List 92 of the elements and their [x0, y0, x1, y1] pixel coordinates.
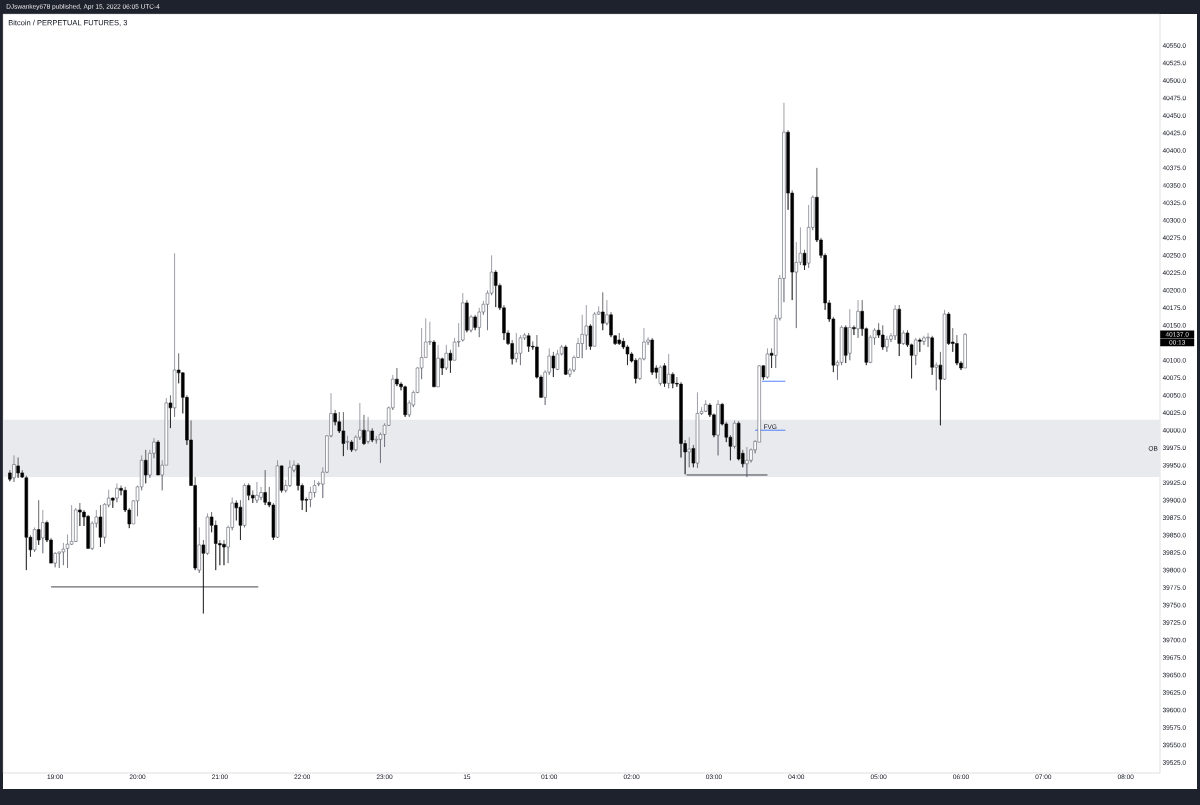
candlestick [111, 497, 115, 509]
candlestick [362, 414, 366, 446]
candlestick [197, 527, 201, 574]
candlestick [168, 394, 173, 429]
candlestick [201, 539, 206, 614]
candlestick [802, 249, 807, 271]
candlestick [934, 362, 938, 391]
candlestick [942, 309, 947, 381]
candlestick [349, 439, 354, 453]
candlestick [551, 351, 556, 378]
candlestick [518, 334, 523, 366]
candlestick [922, 335, 926, 346]
candlestick [16, 457, 20, 479]
candlestick [918, 337, 922, 353]
candlestick [662, 362, 667, 388]
candlestick [844, 324, 848, 364]
candlestick [461, 292, 465, 342]
candlestick [86, 514, 90, 549]
candlestick [279, 464, 284, 493]
candlestick [514, 332, 519, 363]
candlestick [74, 507, 78, 543]
candlestick [555, 349, 560, 371]
candlestick [242, 483, 247, 528]
candlestick [469, 314, 473, 333]
candlestick [658, 364, 663, 386]
candlestick [246, 483, 251, 501]
candlestick [901, 329, 906, 346]
candlestick [765, 348, 770, 379]
candlestick [448, 349, 453, 374]
candlestick [704, 399, 708, 413]
candlestick [650, 337, 654, 376]
candlestick [687, 436, 691, 468]
candlestick [856, 299, 860, 339]
candlestick [938, 351, 943, 426]
candlestick [205, 513, 210, 556]
candlestick [963, 332, 967, 369]
candlestick [12, 455, 16, 483]
candlestick [745, 446, 749, 478]
candlestick [885, 335, 889, 353]
candlestick [716, 399, 720, 456]
candlestick [395, 367, 399, 387]
candlestick [144, 449, 148, 484]
candlestick [695, 392, 700, 469]
candlestick [41, 509, 45, 554]
candlestick [156, 439, 160, 476]
candlestick [666, 353, 671, 389]
candlestick [526, 332, 531, 353]
candlestick [588, 323, 593, 351]
candlestick [115, 483, 119, 503]
candlestick [926, 332, 930, 348]
candlestick [444, 344, 449, 371]
candlestick [914, 337, 918, 366]
candlestick [605, 299, 609, 326]
candlestick [432, 339, 436, 388]
candlestick [930, 335, 934, 376]
candlestick [893, 304, 897, 341]
candlestick [172, 252, 177, 418]
candlestick [881, 324, 885, 351]
candlestick [732, 420, 737, 449]
candlestick [769, 348, 774, 369]
candlestick [403, 385, 407, 418]
candlestick [32, 527, 37, 553]
candlestick [494, 269, 498, 308]
candlestick [370, 427, 374, 443]
candlestick [36, 499, 41, 546]
candlestick [564, 344, 568, 376]
candlestick [897, 304, 901, 357]
candlestick [98, 504, 103, 548]
candlestick [238, 499, 243, 541]
candlestick [671, 371, 675, 389]
candlestick [255, 481, 259, 504]
candlestick [691, 444, 696, 468]
candlestick [617, 332, 621, 346]
candlestick [761, 364, 766, 381]
candlestick [345, 435, 350, 451]
candlestick [366, 416, 370, 444]
candlestick [78, 502, 82, 527]
candlestick [440, 357, 444, 376]
candlestick [601, 292, 605, 331]
candlestick [8, 469, 12, 482]
candlestick [259, 486, 263, 501]
candlestick [341, 411, 346, 457]
candlestick [465, 299, 469, 333]
candlestick [288, 459, 292, 488]
candlestick [848, 308, 852, 361]
candlestick [275, 459, 280, 539]
candlestick [222, 539, 226, 566]
candlestick [852, 324, 856, 336]
candlestick [473, 314, 477, 331]
candlestick [263, 469, 267, 506]
candlestick [53, 551, 57, 568]
candlestick [436, 344, 440, 388]
